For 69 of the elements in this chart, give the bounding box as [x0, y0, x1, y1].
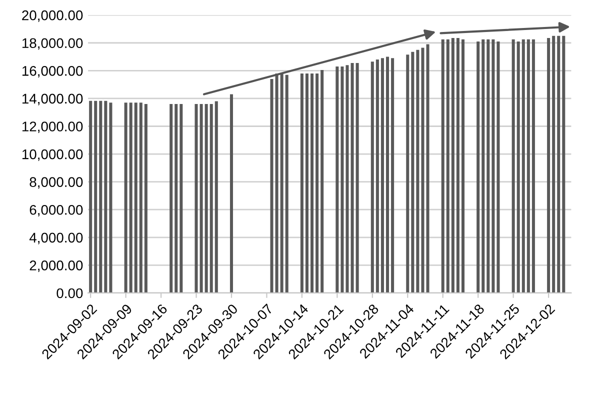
- bar: [194, 104, 198, 293]
- bar: [124, 102, 128, 293]
- bar: [496, 41, 500, 293]
- y-tick-label: 0.00: [56, 288, 83, 298]
- bar: [516, 41, 520, 293]
- bar: [174, 104, 178, 293]
- bar: [376, 60, 379, 293]
- bar: [89, 100, 92, 293]
- bar: [340, 66, 344, 293]
- bar: [562, 36, 566, 293]
- bar: [512, 39, 515, 293]
- bar: [356, 63, 359, 293]
- bar: [144, 104, 148, 293]
- bar: [230, 94, 233, 293]
- bar: [526, 39, 530, 293]
- bar: [370, 62, 374, 293]
- bar: [557, 36, 560, 293]
- y-tick-label: 4,000.00: [29, 232, 83, 244]
- y-tick-label: 16,000.00: [22, 66, 83, 78]
- bar: [336, 66, 339, 293]
- bar: [300, 73, 304, 293]
- bar: [380, 58, 384, 293]
- y-tick-label: 8,000.00: [30, 177, 83, 189]
- bar: [305, 73, 308, 293]
- bar: [170, 104, 173, 293]
- bar: [522, 39, 525, 293]
- bar: [451, 38, 454, 293]
- y-tick-label: 6,000.00: [30, 204, 83, 216]
- y-tick-label: 14,000.00: [22, 94, 83, 106]
- y-tick-label: 10,000.00: [22, 149, 83, 161]
- bar: [104, 100, 108, 293]
- bar: [426, 44, 430, 293]
- y-tick-label: 18,000.00: [22, 38, 83, 50]
- bar: [476, 41, 480, 293]
- bar: [421, 48, 424, 293]
- bar: [461, 39, 465, 293]
- bar: [320, 70, 324, 293]
- bar: [214, 101, 218, 293]
- bar: [411, 52, 414, 293]
- bar: [492, 39, 495, 293]
- bar: [94, 100, 98, 293]
- bar: [416, 50, 420, 293]
- bar: [482, 39, 485, 293]
- y-tick-label: 12,000.00: [22, 122, 83, 134]
- bar: [406, 54, 410, 293]
- bar: [180, 104, 183, 293]
- y-tick-label: 20,000.00: [22, 10, 83, 22]
- bar: [316, 73, 319, 293]
- bar: [139, 102, 142, 293]
- bar: [552, 36, 556, 293]
- bar: [547, 38, 550, 293]
- bar: [310, 73, 314, 293]
- bar: [204, 104, 208, 293]
- bar: [129, 102, 132, 293]
- bar: [134, 102, 138, 293]
- bar: [532, 39, 535, 293]
- bar: [456, 38, 460, 293]
- y-tick-label: 2,000.00: [30, 260, 83, 272]
- bar: [346, 65, 349, 293]
- bar: [109, 102, 112, 293]
- bar: [486, 39, 490, 293]
- bar: [200, 104, 203, 293]
- bar: [99, 100, 102, 293]
- bar: [391, 58, 394, 293]
- bar: [446, 39, 450, 293]
- bar: [210, 104, 213, 293]
- bar: [350, 63, 354, 293]
- bar: [386, 56, 390, 293]
- bar: [441, 39, 444, 293]
